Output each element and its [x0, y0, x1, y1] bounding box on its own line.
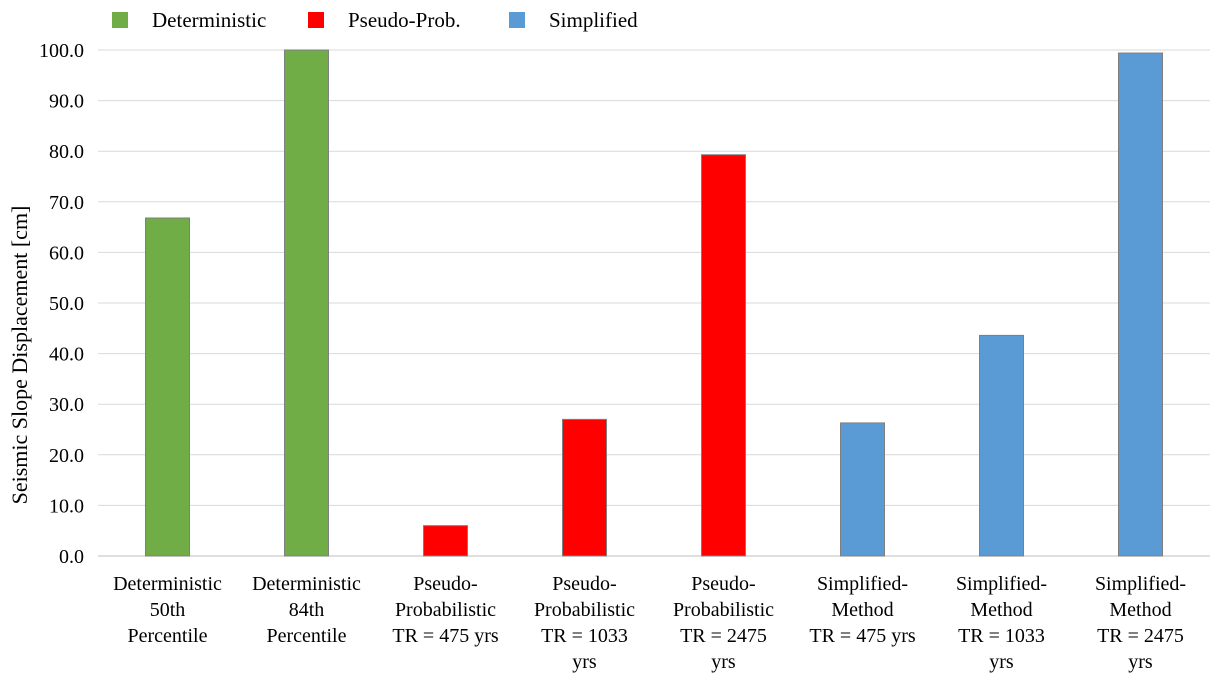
x-tick-label: Simplified-Method TR = 475 yrs	[809, 573, 915, 647]
legend-swatch	[509, 12, 525, 28]
legend-label: Deterministic	[152, 8, 266, 32]
x-axis-ticks: Deterministic 50th Percentile Deterministic…	[113, 573, 1186, 673]
y-tick-label: 40.0	[49, 344, 84, 366]
bar	[285, 50, 329, 556]
x-tick-label: Pseudo-Probabilistic TR = 475 yrs	[392, 573, 498, 647]
x-tick-label: Deterministic 84th Percentile	[252, 573, 361, 647]
legend-swatch	[112, 12, 128, 28]
legend: Deterministic Pseudo-Prob. Simplified	[112, 8, 638, 32]
y-tick-label: 10.0	[49, 495, 84, 517]
y-tick-label: 20.0	[49, 445, 84, 467]
x-tick-label: Pseudo-Probabilistic TR = 1033 yrs	[534, 573, 635, 673]
y-tick-label: 100.0	[39, 40, 84, 62]
bar	[424, 526, 468, 556]
bar	[702, 155, 746, 556]
y-tick-label: 80.0	[49, 141, 84, 163]
x-tick-label: Simplified-Method TR = 1033 yrs	[956, 573, 1047, 673]
bar	[980, 335, 1024, 556]
legend-label: Simplified	[549, 8, 638, 32]
x-tick-label: Pseudo-Probabilistic TR = 2475 yrs	[673, 573, 774, 673]
bar	[841, 423, 885, 556]
y-tick-label: 70.0	[49, 192, 84, 214]
y-tick-label: 90.0	[49, 91, 84, 113]
y-axis-ticks: 0.0 10.0 20.0 30.0 40.0 50.0 60.0 70.0 80.0 90.0 1…	[39, 40, 84, 568]
x-tick-label: Deterministic 50th Percentile	[113, 573, 222, 647]
gridlines	[98, 50, 1210, 556]
bar	[1119, 53, 1163, 556]
y-tick-label: 0.0	[59, 546, 84, 568]
bar	[563, 419, 607, 556]
x-tick-label: Simplified-Method TR = 2475 yrs	[1095, 573, 1186, 673]
legend-swatch	[308, 12, 324, 28]
y-tick-label: 60.0	[49, 242, 84, 264]
y-tick-label: 30.0	[49, 394, 84, 416]
legend-label: Pseudo-Prob.	[348, 8, 461, 32]
y-tick-label: 50.0	[49, 293, 84, 315]
y-axis-label: Seismic Slope Displacement [cm]	[7, 206, 32, 505]
bar	[146, 218, 190, 556]
